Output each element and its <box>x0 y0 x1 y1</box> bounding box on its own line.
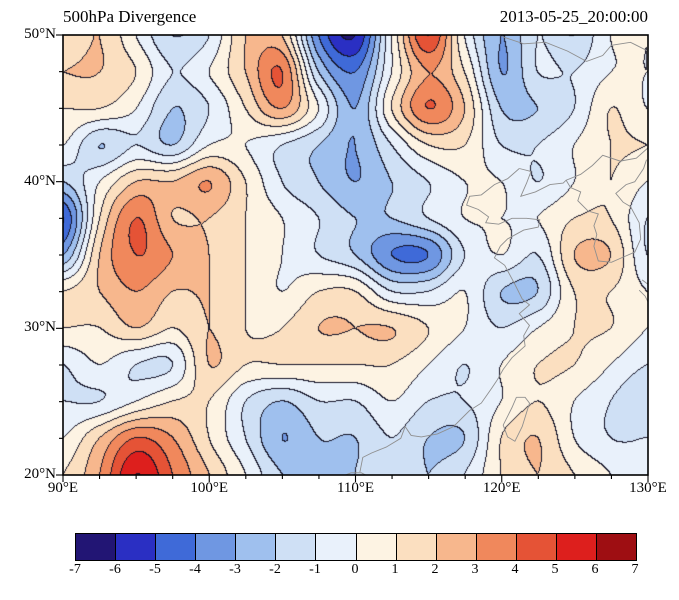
plot-title: 500hPa Divergence <box>63 7 197 26</box>
colorbar-cell <box>596 534 637 560</box>
colorbar-tick-label: -5 <box>149 562 161 577</box>
colorbar-cell <box>195 534 236 560</box>
colorbar-tick-label: -4 <box>189 562 201 577</box>
x-tick-label: 130°E <box>629 480 667 496</box>
colorbar-tick-label: 0 <box>351 562 359 577</box>
colorbar <box>75 533 637 561</box>
colorbar-tick-label: 1 <box>391 562 399 577</box>
contour-field-canvas <box>63 35 648 475</box>
colorbar-tick-label: 4 <box>511 562 519 577</box>
colorbar-tick-label: 7 <box>631 562 639 577</box>
x-tick-label: 100°E <box>190 480 229 496</box>
colorbar-cell <box>395 534 436 560</box>
colorbar-cell <box>155 534 196 560</box>
colorbar-tick-label: -7 <box>69 562 81 577</box>
colorbar-labels: -7 -6 -5 -4 -3 -2 -1 0 1 2 3 4 5 6 7 <box>69 562 638 582</box>
y-tick-label: 40°N <box>24 172 56 189</box>
colorbar-cell <box>355 534 396 560</box>
colorbar-cell <box>555 534 597 560</box>
plot-timestamp: 2013-05-25_20:00:00 <box>499 7 648 26</box>
colorbar-cell <box>475 534 516 560</box>
y-tick-label: 50°N <box>24 26 56 42</box>
colorbar-tick-label: -2 <box>269 562 281 577</box>
colorbar-cell <box>76 534 116 560</box>
colorbar-cell <box>515 534 556 560</box>
y-tick-label: 20°N <box>24 466 56 482</box>
y-tick-label: 30°N <box>24 319 56 336</box>
colorbar-cell <box>275 534 316 560</box>
x-tick-label: 90°E <box>47 480 79 496</box>
colorbar-cell <box>435 534 476 560</box>
colorbar-tick-label: -6 <box>109 562 121 577</box>
colorbar-cell <box>315 534 356 560</box>
colorbar-tick-label: 6 <box>591 562 599 577</box>
x-tick-label: 110°E <box>336 480 375 496</box>
colorbar-tick-label: 3 <box>471 562 479 577</box>
colorbar-tick-label: -3 <box>229 562 241 577</box>
colorbar-tick-label: -1 <box>309 562 321 577</box>
x-tick-label: 120°E <box>482 480 521 496</box>
colorbar-cell <box>115 534 156 560</box>
colorbar-tick-label: 2 <box>431 562 439 577</box>
colorbar-cell <box>235 534 276 560</box>
colorbar-tick-label: 5 <box>551 562 559 577</box>
